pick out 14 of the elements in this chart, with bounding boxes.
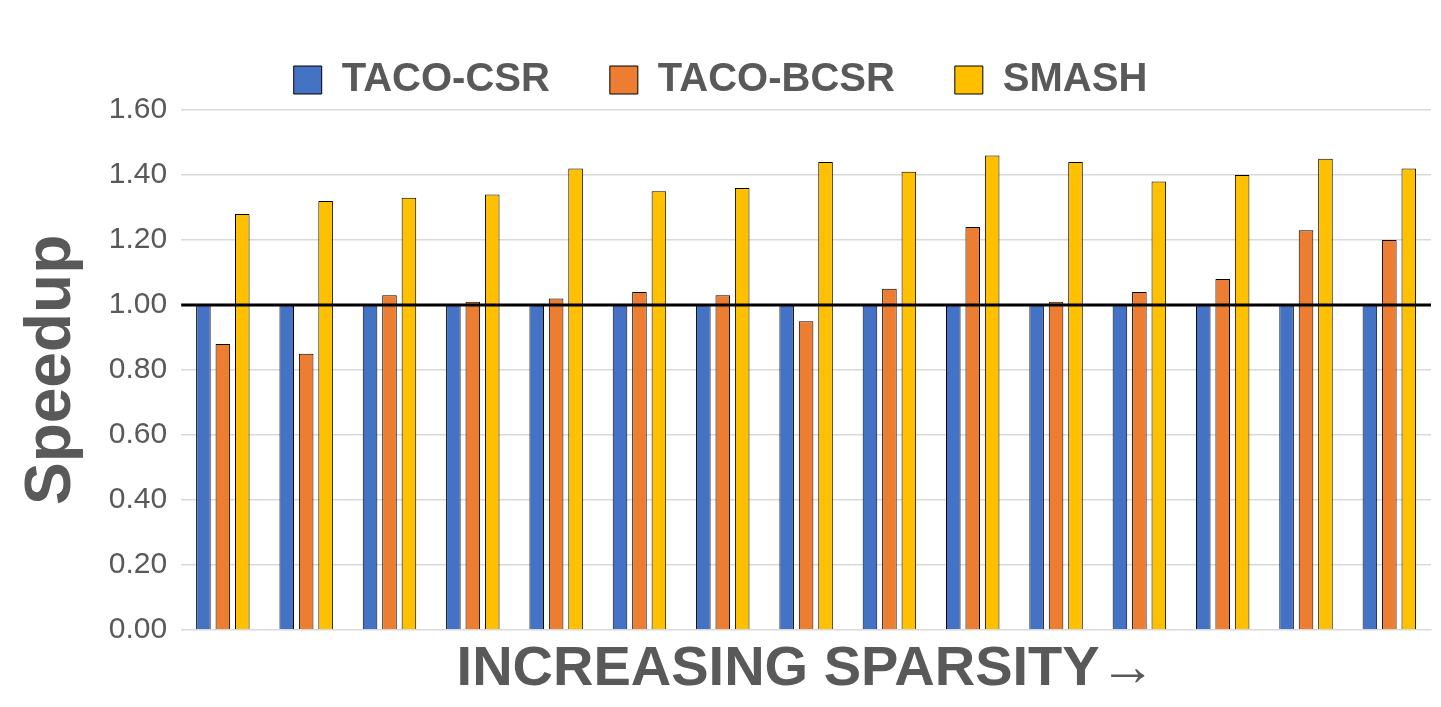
legend-label: TACO-CSR — [341, 55, 550, 100]
y-tick-label: 0.20 — [108, 546, 168, 580]
y-tick-label: 0.60 — [108, 416, 168, 450]
y-tick-label: 1.40 — [108, 156, 168, 190]
legend-label: TACO-BCSR — [657, 55, 895, 100]
y-tick-label: 0.40 — [108, 481, 168, 515]
y-axis-title: Speedup — [12, 234, 85, 506]
y-tick-label: 0.00 — [108, 611, 168, 645]
x-axis-title: INCREASING SPARSITY→ — [456, 633, 1156, 697]
legend-label: SMASH — [1002, 55, 1148, 100]
y-tick-label: 1.60 — [108, 91, 168, 125]
y-tick-label: 1.20 — [108, 221, 168, 255]
y-tick-label: 0.80 — [108, 351, 168, 385]
y-tick-label: 1.00 — [108, 286, 168, 320]
